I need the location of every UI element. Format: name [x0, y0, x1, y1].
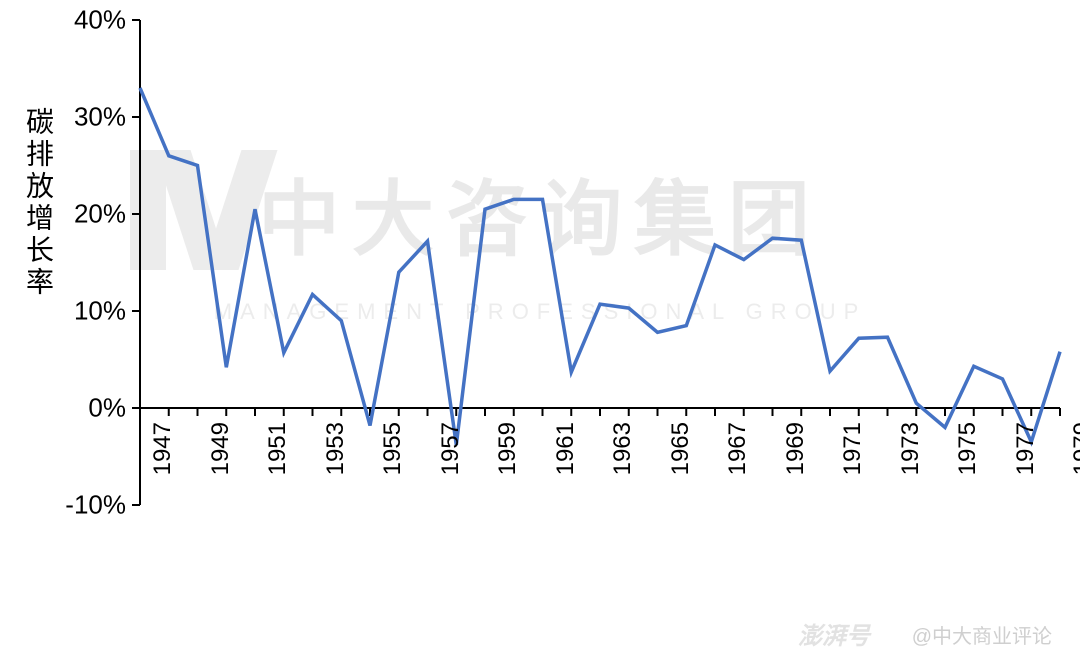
y-tick-label: 40%	[74, 5, 126, 36]
x-tick-label: 1965	[667, 422, 695, 475]
y-tick-label: -10%	[65, 490, 126, 521]
x-tick-label: 1951	[264, 422, 292, 475]
y-tick-label: 20%	[74, 199, 126, 230]
x-tick-label: 1947	[149, 422, 177, 475]
chart-svg	[0, 0, 1080, 663]
x-tick-label: 1969	[782, 422, 810, 475]
y-tick-label: 30%	[74, 102, 126, 133]
x-tick-label: 1961	[552, 422, 580, 475]
x-tick-label: 1977	[1012, 422, 1040, 475]
y-axis-label: 碳排放增长率	[18, 107, 58, 299]
y-tick-label: 0%	[88, 393, 126, 424]
x-tick-label: 1957	[437, 422, 465, 475]
y-tick-label: 10%	[74, 296, 126, 327]
x-tick-label: 1953	[322, 422, 350, 475]
x-tick-label: 1971	[839, 422, 867, 475]
x-tick-label: 1949	[207, 422, 235, 475]
x-tick-label: 1963	[609, 422, 637, 475]
line-chart	[0, 0, 1080, 663]
x-tick-label: 1967	[724, 422, 752, 475]
x-tick-label: 1955	[379, 422, 407, 475]
x-tick-label: 1979	[1069, 422, 1080, 475]
x-tick-label: 1975	[954, 422, 982, 475]
x-tick-label: 1973	[897, 422, 925, 475]
x-tick-label: 1959	[494, 422, 522, 475]
